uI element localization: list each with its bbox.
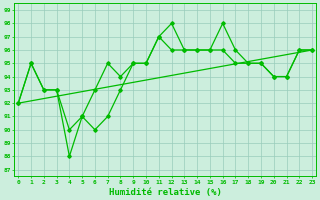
X-axis label: Humidité relative (%): Humidité relative (%) [109,188,222,197]
